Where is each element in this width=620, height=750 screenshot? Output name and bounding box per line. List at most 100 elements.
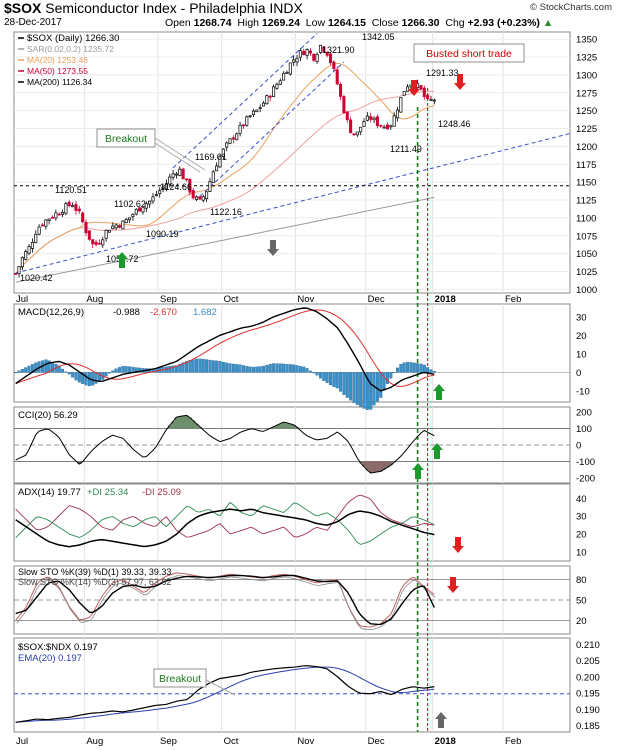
- candle-down: [198, 196, 202, 200]
- candle-down: [349, 119, 353, 134]
- candle-up: [141, 207, 145, 213]
- x-tick-label: Feb: [505, 736, 521, 747]
- candle-up: [282, 72, 286, 81]
- candle-down: [369, 116, 373, 120]
- macd-histogram-value: 1.682: [193, 307, 217, 318]
- candle-up: [225, 142, 229, 148]
- macd-histogram-bar: [396, 367, 399, 373]
- candle-up: [265, 95, 269, 105]
- candle-up: [144, 203, 148, 209]
- candle-down: [50, 216, 55, 219]
- candle-down: [231, 137, 235, 140]
- macd-histogram-bar: [308, 370, 312, 373]
- cci-line: [15, 414, 435, 474]
- candle-up: [298, 50, 302, 58]
- y-tick-label: 1350: [576, 35, 597, 46]
- candle-up: [221, 148, 225, 157]
- macd-histogram-bar: [111, 370, 115, 373]
- macd-histogram-bar: [251, 366, 255, 373]
- macd-histogram-bar: [302, 366, 306, 373]
- candle-up: [315, 54, 319, 62]
- cci-overbought-fill: [198, 426, 202, 429]
- candle-down: [332, 61, 336, 70]
- channel-lower-trendline: [199, 61, 345, 197]
- macd-signal-line: [15, 309, 435, 388]
- ratio-breakout-callout-text: Breakout: [159, 673, 201, 685]
- candle-up: [195, 196, 199, 200]
- candle-down: [94, 241, 98, 245]
- macd-histogram-bar: [104, 372, 108, 377]
- candle-up: [114, 224, 118, 229]
- macd-histogram-bar: [20, 369, 24, 373]
- y-tick-label: 30: [576, 312, 587, 323]
- macd-histogram-bar: [318, 372, 322, 379]
- cci-oversold-fill: [365, 461, 370, 471]
- macd-histogram-bar: [288, 364, 292, 373]
- macd-histogram-bar: [34, 362, 38, 373]
- candle-up: [158, 190, 162, 195]
- close-value: 1266.30: [401, 17, 440, 29]
- candle-down: [342, 96, 346, 114]
- candle-down: [77, 208, 81, 212]
- breakout-callout-pointer: [154, 137, 206, 173]
- price-label: 1291.33: [426, 68, 459, 78]
- y-tick-label: -10: [576, 386, 590, 397]
- candle-up: [47, 218, 51, 221]
- candle-up: [248, 115, 252, 118]
- macd-histogram-bar: [412, 362, 416, 373]
- macd-histogram-bar: [67, 372, 71, 375]
- macd-histogram-bar: [335, 372, 339, 389]
- x-tick-label: Nov: [297, 294, 314, 305]
- candle-down: [422, 87, 426, 98]
- candle-up: [399, 97, 403, 113]
- support-trendline: [15, 133, 571, 274]
- candle-down: [379, 124, 383, 127]
- macd-histogram-bar: [416, 363, 420, 373]
- macd-histogram-bar: [114, 368, 118, 373]
- macd-histogram-bar: [181, 362, 185, 373]
- price-label: 1120.51: [55, 185, 87, 195]
- y-tick-label: 1250: [576, 106, 597, 117]
- cci-oversold-fill: [372, 461, 377, 473]
- macd-histogram-bar: [71, 372, 75, 378]
- macd-histogram-bar: [255, 366, 259, 373]
- macd-histogram-bar: [365, 372, 369, 410]
- sto-slow-line: [15, 574, 435, 626]
- minus-di-legend: -DI 25.09: [142, 487, 181, 498]
- x-tick-label: Feb: [505, 294, 521, 305]
- y-tick-label: 0.190: [576, 705, 600, 716]
- macd-histogram-bar: [265, 364, 269, 373]
- candle-up: [318, 44, 322, 53]
- macd-histogram-bar: [201, 358, 205, 373]
- x-tick-label: Aug: [86, 294, 103, 305]
- macd-histogram-bar: [118, 367, 121, 373]
- price-label: 1124.66: [160, 182, 192, 192]
- up-triangle-icon: ▲: [542, 17, 554, 29]
- channel-upper-trendline: [172, 33, 318, 169]
- macd-histogram-bar: [429, 369, 433, 373]
- candle-up: [292, 59, 296, 63]
- adx-line: [15, 508, 435, 548]
- macd-histogram-bar: [225, 362, 229, 373]
- minus-di-line: [15, 494, 435, 538]
- candle-down: [308, 50, 312, 54]
- candle-up: [64, 203, 68, 214]
- macd-histogram-bar: [329, 372, 333, 386]
- candle-up: [262, 102, 266, 107]
- candle-up: [71, 205, 75, 208]
- macd-histogram-bar: [426, 367, 430, 373]
- candle-up: [238, 124, 242, 134]
- y-tick-label: -100: [576, 457, 595, 468]
- y-tick-label: 1225: [576, 124, 597, 135]
- candle-up: [211, 171, 215, 184]
- macd-histogram-bar: [195, 358, 199, 373]
- macd-histogram-bar: [84, 372, 88, 386]
- candle-down: [335, 69, 339, 85]
- y-tick-label: 100: [576, 424, 592, 435]
- macd-histogram-bar: [107, 372, 111, 374]
- cci-overbought-fill: [271, 426, 276, 429]
- panel-frame-price: [13, 31, 571, 294]
- busted-trade-callout-box: [413, 43, 525, 63]
- macd-histogram-bar: [355, 372, 359, 405]
- macd-histogram-bar: [218, 361, 222, 373]
